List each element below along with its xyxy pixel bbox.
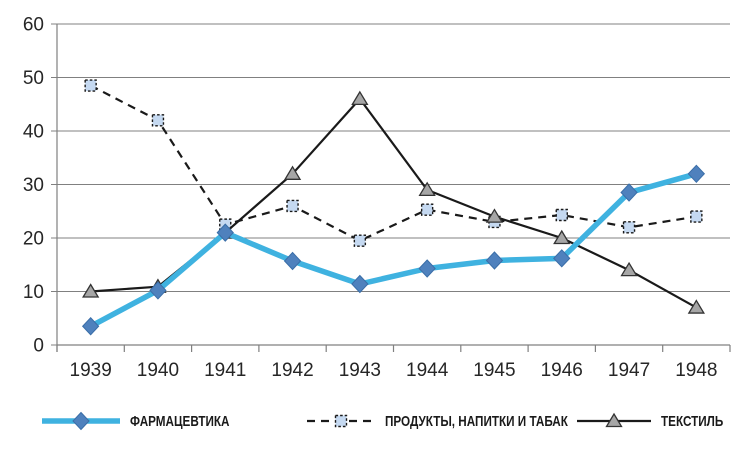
series-2-marker bbox=[82, 283, 100, 298]
y-tick-label: 20 bbox=[23, 229, 44, 250]
x-tick-label: 1948 bbox=[675, 360, 717, 381]
series-1-marker bbox=[555, 208, 568, 222]
series-1-line bbox=[90, 84, 697, 242]
y-tick-label: 50 bbox=[23, 68, 44, 89]
series-0-marker bbox=[418, 259, 436, 278]
series-0-marker bbox=[216, 223, 234, 242]
x-tick-label: 1947 bbox=[608, 360, 650, 381]
x-tick-label: 1944 bbox=[406, 360, 449, 381]
series-2-marker bbox=[620, 261, 638, 277]
x-tick-label: 1943 bbox=[339, 360, 381, 381]
legend-swatch-textile bbox=[577, 412, 651, 428]
series-2-marker bbox=[283, 165, 302, 180]
series-1-marker bbox=[151, 114, 165, 127]
legend-swatch-marker bbox=[605, 412, 623, 428]
series-2-marker bbox=[418, 181, 436, 196]
series-1-marker bbox=[690, 210, 703, 223]
x-tick-label: 1939 bbox=[70, 360, 112, 381]
series-2-marker bbox=[485, 208, 504, 223]
legend-label-food-drink-tobacco: ПРОДУКТЫ, НАПИТКИ И ТАБАК bbox=[385, 412, 568, 430]
series-0-marker bbox=[553, 249, 571, 268]
line-chart: 0 10 20 30 40 50 60 1939 1940 1941 1942 1943 1944 194… bbox=[23, 15, 731, 381]
y-tick-label: 60 bbox=[23, 15, 44, 36]
x-tick-label: 1945 bbox=[473, 360, 515, 381]
legend-label-pharma: ФАРМАЦЕВТИКА bbox=[130, 412, 230, 430]
series-0-line bbox=[89, 171, 698, 329]
legend-swatch-marker bbox=[334, 414, 348, 428]
chart-legend: ФАРМАЦЕВТИКА ПРОДУКТЫ, НАПИТКИ И ТАБАК Т… bbox=[0, 404, 750, 444]
series-0-marker bbox=[283, 251, 302, 271]
series-2-marker bbox=[687, 299, 705, 314]
series-2-marker bbox=[351, 90, 369, 106]
series-0-marker bbox=[687, 164, 706, 184]
series-1-marker bbox=[286, 199, 299, 213]
series-0-marker bbox=[620, 183, 638, 202]
series-2-marker bbox=[553, 229, 571, 245]
legend-swatch-food-drink-tobacco bbox=[307, 414, 375, 428]
series-0-marker bbox=[485, 251, 504, 270]
y-tick-label: 10 bbox=[23, 282, 44, 303]
x-tick-label: 1940 bbox=[137, 360, 179, 381]
series-1 bbox=[84, 79, 703, 247]
series-2 bbox=[82, 90, 705, 314]
legend-label-textile: ТЕКСТИЛЬ bbox=[661, 412, 724, 430]
legend-item-textile: ТЕКСТИЛЬ bbox=[575, 404, 741, 438]
x-tick-label: 1946 bbox=[541, 360, 583, 381]
series-0-marker bbox=[81, 317, 100, 336]
series-1-marker bbox=[622, 221, 636, 234]
x-tick-label: 1942 bbox=[271, 360, 313, 381]
legend-item-pharma: ФАРМАЦЕВТИКА bbox=[40, 404, 258, 438]
x-tick-label: 1941 bbox=[204, 360, 246, 381]
series-1-marker bbox=[84, 79, 97, 92]
series-1-marker bbox=[353, 234, 367, 247]
y-tick-label: 0 bbox=[33, 336, 44, 357]
legend-item-food-drink-tobacco: ПРОДУКТЫ, НАПИТКИ И ТАБАК bbox=[305, 404, 619, 438]
series-0 bbox=[81, 164, 706, 336]
legend-swatch-marker bbox=[72, 411, 90, 431]
y-tick-label: 40 bbox=[23, 122, 44, 143]
y-tick-label: 30 bbox=[23, 175, 44, 196]
legend-swatch-pharma bbox=[42, 411, 120, 431]
series-1-marker bbox=[420, 203, 434, 216]
series-0-marker bbox=[351, 274, 369, 294]
series-0-marker bbox=[149, 281, 167, 300]
